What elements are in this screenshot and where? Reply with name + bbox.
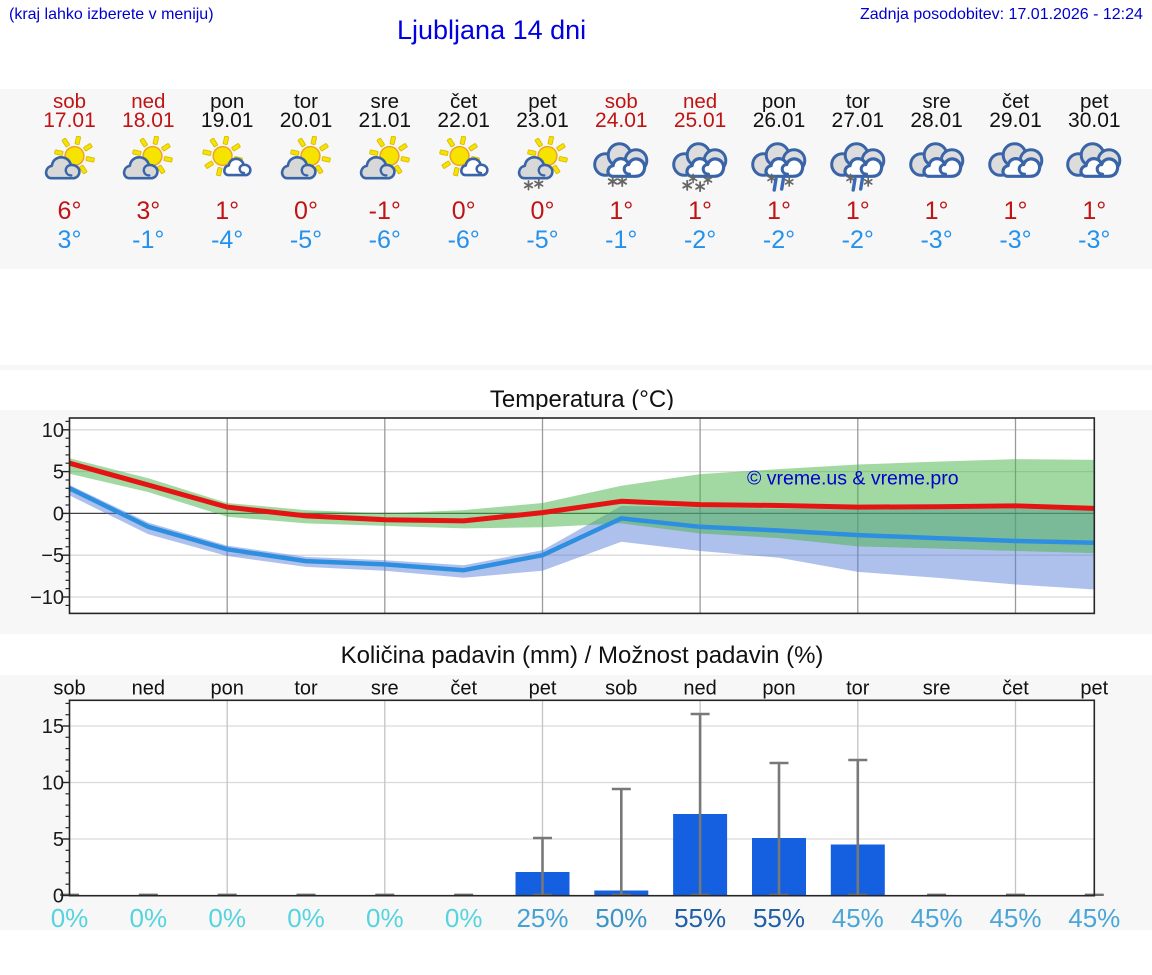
svg-text:tor: tor: [294, 678, 318, 700]
svg-text:pet: pet: [1080, 678, 1108, 700]
svg-text:−10: −10: [30, 587, 64, 609]
svg-text:sre: sre: [371, 678, 399, 700]
svg-text:45%: 45%: [989, 903, 1041, 930]
svg-text:0%: 0%: [366, 903, 404, 930]
svg-text:0: 0: [53, 503, 64, 525]
svg-text:10: 10: [42, 420, 64, 442]
svg-text:5: 5: [53, 461, 64, 483]
svg-text:tor: tor: [846, 678, 870, 700]
svg-text:ned: ned: [132, 678, 165, 700]
svg-text:10: 10: [42, 773, 64, 795]
svg-text:pon: pon: [211, 678, 244, 700]
svg-text:15: 15: [42, 716, 64, 738]
svg-text:sob: sob: [605, 678, 637, 700]
svg-text:0%: 0%: [51, 903, 89, 930]
svg-text:55%: 55%: [674, 903, 726, 930]
svg-text:0%: 0%: [445, 903, 483, 930]
svg-text:0%: 0%: [208, 903, 246, 930]
svg-text:ned: ned: [683, 678, 716, 700]
svg-text:−5: −5: [41, 545, 64, 567]
svg-text:sob: sob: [53, 678, 85, 700]
svg-text:© vreme.us & vreme.pro: © vreme.us & vreme.pro: [747, 467, 959, 489]
svg-text:50%: 50%: [595, 903, 647, 930]
svg-text:25%: 25%: [516, 903, 568, 930]
svg-text:45%: 45%: [1068, 903, 1120, 930]
svg-text:0%: 0%: [130, 903, 168, 930]
svg-text:0: 0: [53, 886, 64, 908]
svg-text:45%: 45%: [911, 903, 963, 930]
svg-text:0%: 0%: [287, 903, 325, 930]
svg-text:55%: 55%: [753, 903, 805, 930]
svg-text:45%: 45%: [832, 903, 884, 930]
svg-text:čet: čet: [450, 678, 477, 700]
svg-text:pet: pet: [529, 678, 557, 700]
svg-text:5: 5: [53, 829, 64, 851]
svg-text:sre: sre: [923, 678, 951, 700]
svg-text:čet: čet: [1002, 678, 1029, 700]
svg-text:pon: pon: [762, 678, 795, 700]
